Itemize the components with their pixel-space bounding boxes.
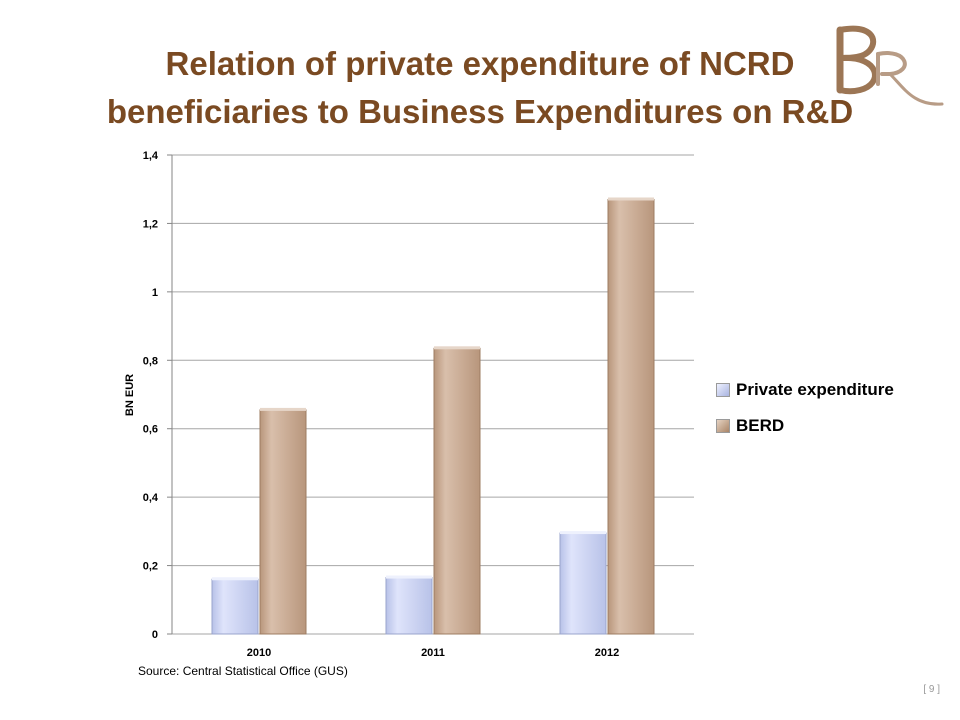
bar-top-private-expenditure-2011 (386, 575, 432, 579)
bar-top-berd-2011 (434, 346, 480, 350)
y-axis-label: BN EUR (124, 374, 136, 416)
y-tick-label: 0,6 (143, 424, 158, 436)
bar-top-berd-2012 (608, 197, 654, 201)
legend-item-berd: BERD (716, 408, 894, 444)
slide-title-line-1: Relation of private expenditure of NCRD (165, 45, 795, 82)
source-note: Source: Central Statistical Office (GUS) (138, 664, 348, 678)
y-tick-label: 0,2 (143, 561, 158, 573)
x-tick-label: 2010 (247, 647, 271, 659)
axes (167, 154, 173, 635)
slide-title-line-2: beneficiaries to Business Expenditures o… (106, 93, 854, 130)
bar-berd-2010 (259, 409, 307, 635)
slide-title: Relation of private expenditure of NCRD … (40, 40, 920, 136)
y-tick-label: 0,8 (143, 355, 158, 367)
y-tick-label: 1,2 (143, 218, 158, 230)
y-tick-label: 1 (152, 287, 158, 299)
chart-legend: Private expenditure BERD (716, 372, 894, 444)
legend-swatch-private-expenditure (716, 383, 730, 397)
x-tick-label: 2012 (595, 647, 619, 659)
bar-top-private-expenditure-2010 (212, 577, 258, 581)
bar-berd-2011 (433, 347, 481, 635)
y-tick-label: 1,4 (143, 150, 159, 162)
bar-top-berd-2010 (260, 407, 306, 411)
bar-private-expenditure-2011 (385, 577, 433, 635)
br-monogram-logo-icon (836, 25, 944, 106)
tick-labels: 0 0,2 0,4 0,6 0,8 1 1,2 1,4 2010 2011 2012 (143, 150, 620, 659)
legend-label-berd: BERD (736, 416, 785, 435)
gridlines (172, 154, 694, 635)
page-number: [ 9 ] (923, 684, 940, 695)
bar-berd-2012 (607, 198, 655, 635)
legend-label-private-expenditure: Private expenditure (736, 380, 894, 399)
bar-private-expenditure-2010 (211, 578, 259, 635)
y-tick-label: 0,4 (143, 492, 159, 504)
y-tick-label: 0 (152, 629, 158, 641)
bar-private-expenditure-2012 (559, 532, 607, 635)
bar-top-private-expenditure-2012 (560, 531, 606, 535)
x-tick-label: 2011 (421, 647, 445, 659)
bars (211, 197, 655, 635)
legend-swatch-berd (716, 419, 730, 433)
legend-item-private-expenditure: Private expenditure (716, 372, 894, 408)
